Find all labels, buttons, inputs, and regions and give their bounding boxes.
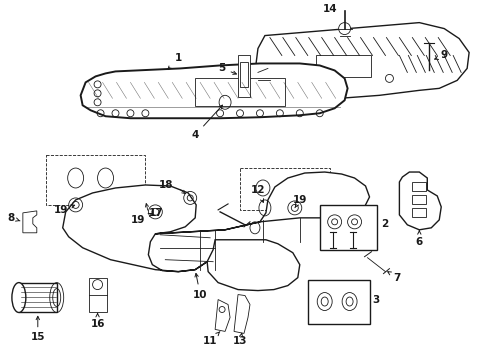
Text: 14: 14 <box>322 4 336 14</box>
Text: 3: 3 <box>371 294 378 305</box>
Polygon shape <box>234 294 249 333</box>
Bar <box>88 278 106 312</box>
Bar <box>307 280 369 324</box>
Text: 7: 7 <box>387 272 400 283</box>
Polygon shape <box>254 23 468 102</box>
Bar <box>315 55 370 77</box>
Text: 18: 18 <box>159 180 173 190</box>
Text: 12: 12 <box>250 185 264 202</box>
Text: 10: 10 <box>193 274 207 300</box>
Bar <box>238 55 249 97</box>
Bar <box>19 283 57 312</box>
Polygon shape <box>23 211 37 233</box>
Polygon shape <box>62 172 369 291</box>
Text: 8: 8 <box>7 213 20 223</box>
Text: 4: 4 <box>191 105 222 140</box>
Text: 15: 15 <box>30 316 45 342</box>
Polygon shape <box>399 172 440 230</box>
Polygon shape <box>215 300 229 332</box>
Circle shape <box>338 23 350 35</box>
Bar <box>411 182 426 191</box>
Bar <box>46 155 145 205</box>
Text: 2: 2 <box>380 219 387 229</box>
Text: 16: 16 <box>90 314 104 329</box>
Polygon shape <box>81 63 347 118</box>
Text: 5: 5 <box>218 63 236 75</box>
Text: 11: 11 <box>203 332 220 346</box>
Text: 13: 13 <box>232 333 247 346</box>
Text: 19: 19 <box>131 213 152 225</box>
Text: 19: 19 <box>53 205 75 215</box>
Bar <box>411 195 426 204</box>
Text: 1: 1 <box>167 54 182 69</box>
Bar <box>240 62 247 87</box>
Ellipse shape <box>12 283 26 312</box>
Bar <box>319 205 377 250</box>
Text: 9: 9 <box>434 50 447 60</box>
Bar <box>411 208 426 217</box>
Text: 19: 19 <box>292 195 306 208</box>
Bar <box>240 168 329 210</box>
Bar <box>195 78 285 106</box>
Text: 6: 6 <box>415 231 422 247</box>
Text: 17: 17 <box>148 208 163 218</box>
